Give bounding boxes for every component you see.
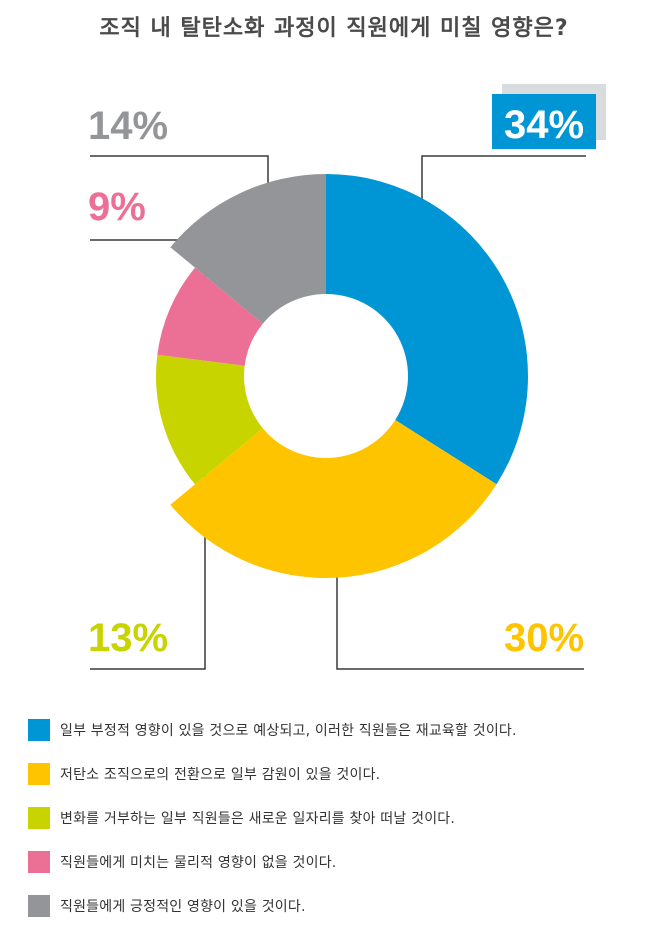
legend-item-negative-impact: 일부 부정적 영향이 있을 것으로 예상되고, 이러한 직원들은 재교육할 것이…	[28, 718, 658, 742]
slice-resignations	[155, 354, 263, 485]
value-label-negative-impact: 34%	[504, 103, 584, 147]
legend-swatch	[28, 895, 50, 917]
legend-swatch	[28, 851, 50, 873]
value-label-resignations: 13%	[88, 616, 168, 660]
value-label-no-impact: 9%	[88, 185, 146, 229]
highlight-box	[492, 94, 596, 149]
chart-title: 조직 내 탈탄소화 과정이 직원에게 미칠 영향은?	[99, 16, 569, 41]
chart-slices	[155, 174, 528, 578]
value-labels: 34% 30% 13% 9% 14%	[88, 84, 606, 660]
legend-swatch	[28, 807, 50, 829]
legend-item-positive-impact: 직원들에게 긍정적인 영향이 있을 것이다.	[28, 894, 658, 918]
slice-layoffs	[170, 419, 497, 578]
chart-legend: 일부 부정적 영향이 있을 것으로 예상되고, 이러한 직원들은 재교육할 것이…	[28, 718, 658, 938]
legend-item-resignations: 변화를 거부하는 일부 직원들은 새로운 일자리를 찾아 떠날 것이다.	[28, 806, 658, 830]
donut-chart: 34% 30% 13% 9% 14%	[88, 84, 606, 670]
value-label-positive-impact: 14%	[88, 104, 168, 148]
slice-no-impact	[157, 267, 263, 366]
legend-swatch	[28, 719, 50, 741]
legend-label: 직원들에게 긍정적인 영향이 있을 것이다.	[60, 899, 306, 915]
slice-negative-impact	[326, 174, 528, 485]
legend-label: 직원들에게 미치는 물리적 영향이 없을 것이다.	[60, 855, 337, 871]
leader-line-layoffs	[336, 535, 584, 670]
legend-item-no-impact: 직원들에게 미치는 물리적 영향이 없을 것이다.	[28, 850, 658, 874]
value-label-layoffs: 30%	[504, 616, 584, 660]
legend-item-layoffs: 저탄소 조직으로의 전환으로 일부 감원이 있을 것이다.	[28, 762, 658, 786]
legend-label: 변화를 거부하는 일부 직원들은 새로운 일자리를 찾아 떠날 것이다.	[60, 811, 456, 827]
legend-label: 저탄소 조직으로의 전환으로 일부 감원이 있을 것이다.	[60, 767, 381, 783]
legend-swatch	[28, 763, 50, 785]
slice-positive-impact	[170, 174, 326, 324]
legend-label: 일부 부정적 영향이 있을 것으로 예상되고, 이러한 직원들은 재교육할 것이…	[60, 723, 517, 739]
